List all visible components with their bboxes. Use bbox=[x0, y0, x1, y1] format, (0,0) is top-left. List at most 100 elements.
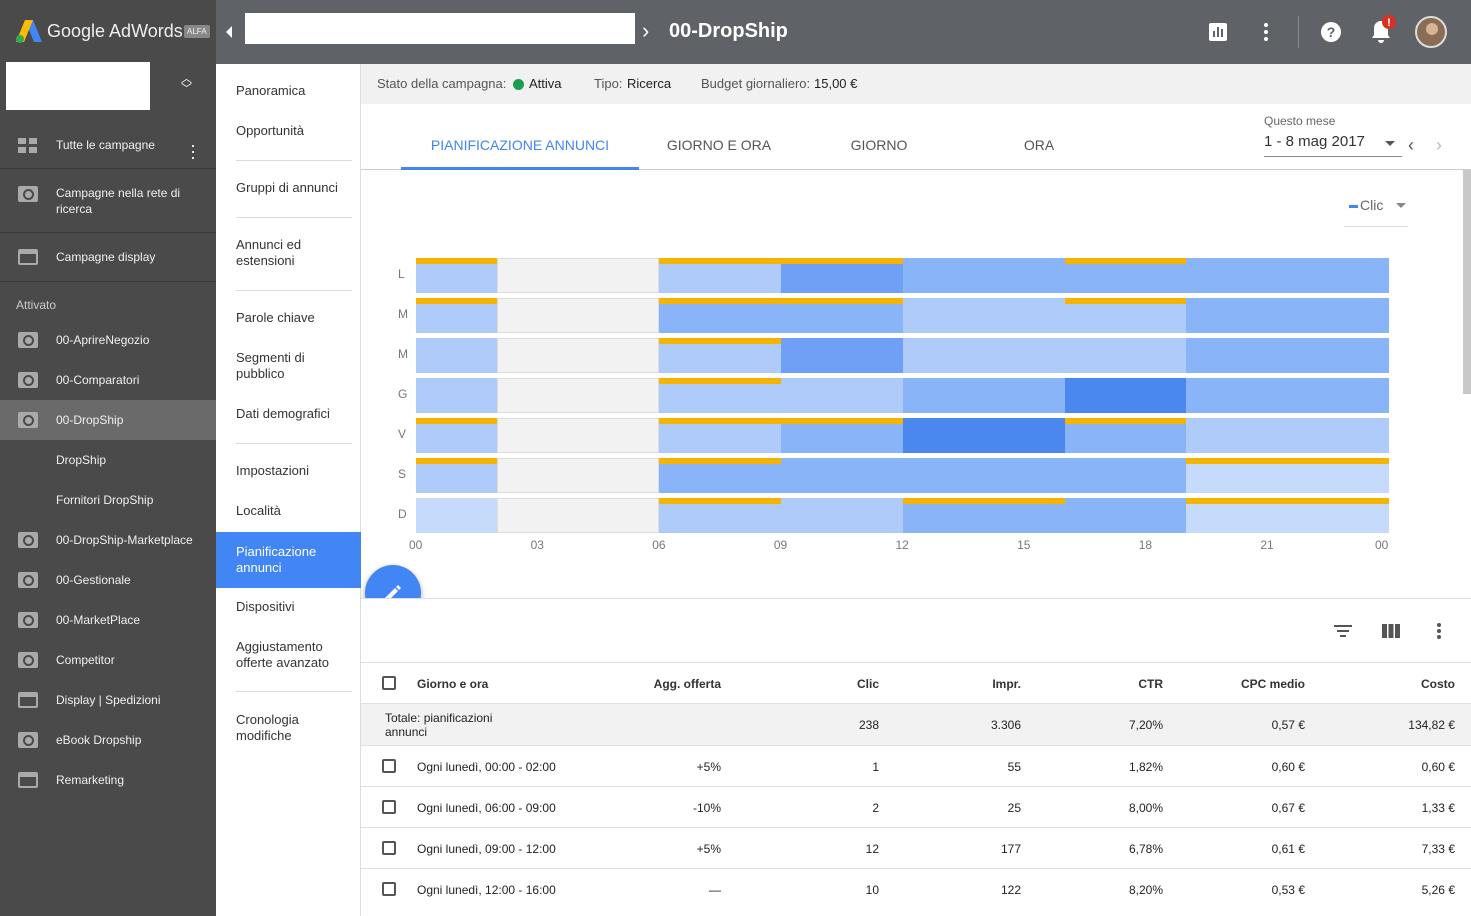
heatmap-cell[interactable] bbox=[780, 498, 903, 533]
menu-item-ad-schedule[interactable]: Pianificazione annunci bbox=[216, 532, 361, 588]
heatmap-cell[interactable] bbox=[497, 338, 660, 373]
heatmap-cell[interactable] bbox=[902, 298, 1065, 333]
scrollbar[interactable] bbox=[1463, 170, 1471, 394]
user-avatar[interactable] bbox=[1415, 16, 1447, 48]
menu-item-settings[interactable]: Impostazioni bbox=[236, 463, 309, 478]
chevron-right-icon[interactable]: › bbox=[1436, 135, 1442, 155]
more-vert-icon[interactable] bbox=[1252, 18, 1280, 46]
notifications-icon[interactable]: ! bbox=[1365, 14, 1397, 46]
col-ctr[interactable]: CTR bbox=[1138, 677, 1163, 691]
cell-day-hour[interactable]: Ogni lunedì, 06:00 - 09:00 bbox=[417, 801, 556, 815]
budget-value[interactable]: 15,00 € bbox=[814, 76, 858, 91]
menu-item-advanced-bid[interactable]: Aggiustamento offerte avanzato bbox=[236, 639, 329, 670]
menu-item-change-history[interactable]: Cronologia modifiche bbox=[236, 712, 299, 743]
heatmap-cell[interactable] bbox=[1186, 258, 1389, 293]
col-clicks[interactable]: Clic bbox=[856, 677, 879, 691]
more-vert-icon[interactable] bbox=[1428, 621, 1450, 641]
sidebar-item-campaign[interactable]: Competitor bbox=[0, 640, 216, 680]
select-all-checkbox[interactable] bbox=[382, 676, 396, 690]
heatmap-cell[interactable] bbox=[780, 458, 903, 493]
heatmap-cell[interactable] bbox=[1186, 298, 1389, 333]
cell-day-hour[interactable]: Ogni lunedì, 09:00 - 12:00 bbox=[417, 842, 556, 856]
menu-item-devices[interactable]: Dispositivi bbox=[236, 599, 295, 614]
sidebar-item-campaign[interactable]: 00-Gestionale bbox=[0, 560, 216, 600]
chevron-left-icon[interactable]: ‹ bbox=[1408, 135, 1414, 155]
cell-bid-adj[interactable]: +5% bbox=[696, 760, 721, 774]
filter-icon[interactable] bbox=[1332, 621, 1354, 641]
metric-selector[interactable]: Clic bbox=[1344, 196, 1408, 227]
sidebar-item-campaign[interactable]: Remarketing bbox=[0, 760, 216, 800]
date-range-value[interactable]: 1 - 8 mag 2017 bbox=[1264, 133, 1365, 150]
heatmap-cell[interactable] bbox=[497, 458, 660, 493]
heatmap-cell[interactable] bbox=[497, 378, 660, 413]
more-vert-icon[interactable]: · · · bbox=[190, 135, 196, 167]
reports-icon[interactable] bbox=[1204, 18, 1232, 46]
menu-item-ad-groups[interactable]: Gruppi di annunci bbox=[236, 180, 338, 195]
row-checkbox[interactable] bbox=[382, 800, 396, 814]
sidebar-item-campaign[interactable]: 00-MarketPlace bbox=[0, 600, 216, 640]
sidebar-item-search-campaigns[interactable]: Campagne nella rete di ricerca bbox=[0, 184, 216, 220]
tab-ad-schedule[interactable]: PIANIFICAZIONE ANNUNCI bbox=[430, 137, 610, 153]
sidebar-item-campaign[interactable]: 00-DropShip-Marketplace bbox=[0, 520, 216, 560]
dropdown-caret-icon[interactable] bbox=[1385, 141, 1395, 146]
collapse-sidebar-icon[interactable] bbox=[226, 26, 232, 38]
col-cost[interactable]: Costo bbox=[1421, 677, 1455, 691]
col-impressions[interactable]: Impr. bbox=[992, 677, 1021, 691]
state-value[interactable]: Attiva bbox=[529, 76, 562, 91]
heatmap-cell[interactable] bbox=[497, 258, 660, 293]
row-checkbox[interactable] bbox=[382, 882, 396, 896]
heatmap-cell[interactable] bbox=[902, 458, 1065, 493]
heatmap-cell[interactable] bbox=[1186, 338, 1389, 373]
cell-bid-adj[interactable]: — bbox=[709, 883, 721, 897]
heatmap-cell[interactable] bbox=[902, 378, 1065, 413]
heatmap-cell[interactable] bbox=[1064, 378, 1187, 413]
menu-item-demographics[interactable]: Dati demografici bbox=[236, 406, 330, 421]
cell-bid-adj[interactable]: +5% bbox=[696, 842, 721, 856]
account-dropdown[interactable] bbox=[6, 62, 150, 110]
cell-bid-adj[interactable]: -10% bbox=[692, 801, 721, 815]
cell-day-hour[interactable]: Ogni lunedì, 12:00 - 16:00 bbox=[417, 883, 556, 897]
heatmap-cell[interactable] bbox=[497, 298, 660, 333]
tab-hour[interactable]: ORA bbox=[1023, 137, 1055, 153]
sidebar-item-campaign-active[interactable]: 00-DropShip bbox=[0, 400, 216, 440]
unfold-icon[interactable]: ︿ ﹀ bbox=[181, 73, 192, 95]
heatmap-cell[interactable] bbox=[416, 338, 498, 373]
sidebar-item-adgroup[interactable]: Fornitori DropShip bbox=[0, 480, 216, 520]
sidebar-item-all-campaigns[interactable]: Tutte le campagne · · · bbox=[0, 136, 216, 168]
heatmap-cell[interactable] bbox=[902, 418, 1065, 453]
row-checkbox[interactable] bbox=[382, 841, 396, 855]
sidebar-item-adgroup[interactable]: DropShip bbox=[0, 440, 216, 480]
help-icon[interactable]: ? bbox=[1317, 18, 1345, 46]
heatmap-cell[interactable] bbox=[780, 338, 903, 373]
heatmap-cell[interactable] bbox=[416, 498, 498, 533]
tab-day-and-hour[interactable]: GIORNO E ORA bbox=[666, 137, 772, 153]
row-checkbox[interactable] bbox=[382, 759, 396, 773]
sidebar-item-display-campaigns[interactable]: Campagne display bbox=[0, 248, 216, 268]
account-selector[interactable] bbox=[245, 13, 635, 44]
menu-item-locations[interactable]: Località bbox=[236, 503, 281, 518]
col-day-hour[interactable]: Giorno e ora bbox=[417, 677, 489, 691]
heatmap-cell[interactable] bbox=[902, 258, 1065, 293]
sidebar-item-campaign[interactable]: 00-AprireNegozio bbox=[0, 320, 216, 360]
heatmap-cell[interactable] bbox=[1186, 418, 1389, 453]
heatmap-cell[interactable] bbox=[1064, 338, 1187, 373]
heatmap-cell[interactable] bbox=[497, 418, 660, 453]
menu-item-ads-extensions[interactable]: Annunci ed estensioni bbox=[236, 237, 302, 268]
columns-icon[interactable] bbox=[1380, 621, 1402, 641]
menu-item-audiences[interactable]: Segmenti di pubblico bbox=[236, 350, 305, 381]
sidebar-item-campaign[interactable]: Display | Spedizioni bbox=[0, 680, 216, 720]
heatmap-cell[interactable] bbox=[1186, 378, 1389, 413]
heatmap-cell[interactable] bbox=[902, 338, 1065, 373]
col-bid-adj[interactable]: Agg. offerta bbox=[653, 677, 721, 691]
heatmap-cell[interactable] bbox=[1064, 458, 1187, 493]
heatmap-cell[interactable] bbox=[1064, 498, 1187, 533]
heatmap-cell[interactable] bbox=[497, 498, 660, 533]
menu-item-overview[interactable]: Panoramica bbox=[236, 83, 306, 98]
menu-item-opportunities[interactable]: Opportunità bbox=[236, 123, 304, 138]
heatmap-cell[interactable] bbox=[416, 378, 498, 413]
tab-day[interactable]: GIORNO bbox=[850, 137, 908, 153]
heatmap-cell[interactable] bbox=[780, 378, 903, 413]
menu-item-keywords[interactable]: Parole chiave bbox=[236, 310, 315, 325]
sidebar-item-campaign[interactable]: 00-Comparatori bbox=[0, 360, 216, 400]
sidebar-item-campaign[interactable]: eBook Dropship bbox=[0, 720, 216, 760]
